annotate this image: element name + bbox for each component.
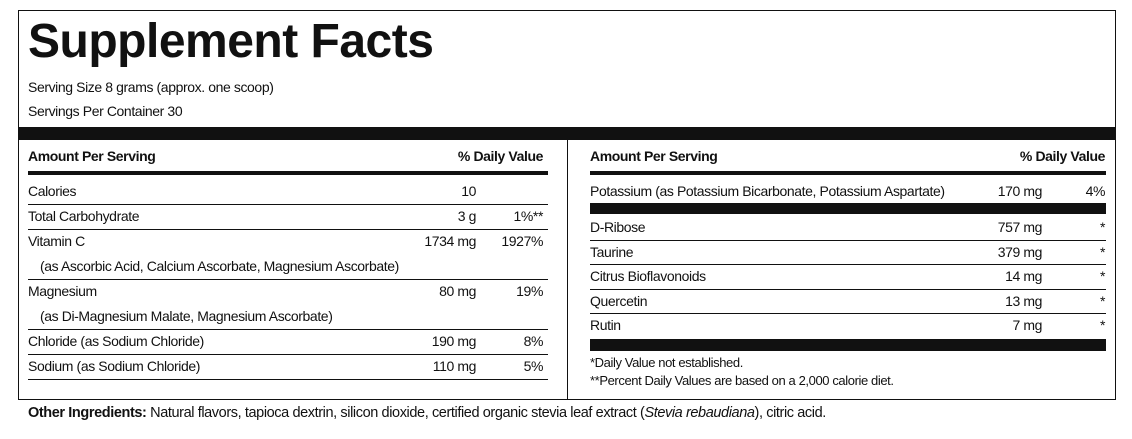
row-rule — [28, 379, 548, 380]
row-rule — [590, 264, 1106, 265]
column-header: % Daily Value — [457, 148, 543, 164]
thick-bar — [590, 338, 1106, 351]
nutrient-amount: 110 mg — [432, 358, 477, 374]
nutrient-name: Quercetin — [590, 292, 648, 309]
column-header: % Daily Value — [1019, 148, 1105, 164]
nutrient-detail: (as Ascorbic Acid, Calcium Ascorbate, Ma… — [40, 258, 399, 274]
daily-value: * — [1099, 219, 1105, 235]
nutrient-name: Citrus Bioflavonoids — [590, 268, 706, 284]
nutrient-name: Magnesium — [28, 283, 97, 299]
nutrient-name: Taurine — [590, 243, 634, 260]
thick-bar — [18, 127, 1116, 140]
thick-bar — [590, 203, 1106, 214]
other-ingredients-italic: Stevia rebaudiana — [644, 405, 755, 421]
row-rule — [590, 313, 1106, 314]
row-rule — [590, 239, 1106, 241]
row-rule — [28, 329, 548, 330]
servings-per-container: Servings Per Container 30 — [28, 103, 183, 119]
footnote: *Daily Value not established. — [590, 354, 743, 370]
header-rule — [590, 171, 1106, 175]
nutrient-amount: 190 mg — [431, 333, 477, 349]
column-divider — [567, 140, 568, 400]
daily-value: * — [1099, 292, 1105, 309]
nutrient-amount: 14 mg — [1005, 268, 1042, 284]
nutrient-amount: 379 mg — [997, 243, 1043, 260]
daily-value: 5% — [523, 358, 544, 374]
row-rule — [28, 229, 548, 230]
footnote: **Percent Daily Values are based on a 2,… — [590, 372, 894, 388]
nutrient-amount: 10 — [461, 183, 476, 199]
nutrient-name: Rutin — [590, 317, 621, 333]
nutrient-name: Sodium (as Sodium Chloride) — [28, 358, 201, 374]
row-rule — [28, 204, 548, 205]
nutrient-name: Total Carbohydrate — [28, 208, 140, 224]
nutrient-amount: 80 mg — [439, 283, 476, 299]
title: Supplement Facts — [28, 15, 434, 68]
row-rule — [28, 354, 548, 355]
nutrient-amount: 7 mg — [1012, 317, 1042, 333]
nutrient-amount: 170 mg — [997, 183, 1043, 199]
row-rule — [590, 288, 1106, 290]
daily-value: 1927% — [501, 233, 543, 249]
nutrient-name: Potassium (as Potassium Bicarbonate, Pot… — [590, 183, 945, 199]
nutrient-name: Chloride (as Sodium Chloride) — [28, 333, 204, 349]
daily-value: 8% — [523, 333, 544, 349]
serving-size: Serving Size 8 grams (approx. one scoop) — [28, 79, 274, 95]
daily-value: * — [1099, 243, 1105, 260]
nutrient-name: D-Ribose — [590, 219, 646, 235]
column-header: Amount Per Serving — [590, 148, 718, 164]
other-ingredients-end: ), citric acid. — [754, 405, 827, 421]
column-header: Amount Per Serving — [28, 148, 156, 164]
nutrient-amount: 3 g — [457, 208, 477, 224]
nutrient-name: Calories — [28, 183, 77, 199]
other-ingredients-text: Natural flavors, tapioca dextrin, silico… — [150, 405, 645, 421]
row-rule — [28, 279, 548, 280]
nutrient-detail: (as Di-Magnesium Malate, Magnesium Ascor… — [40, 308, 333, 324]
daily-value: * — [1099, 317, 1105, 333]
other-ingredients-label: Other Ingredients: — [28, 405, 147, 421]
daily-value: 1%** — [513, 208, 543, 224]
daily-value: * — [1099, 268, 1105, 284]
nutrient-amount: 13 mg — [1005, 292, 1042, 309]
daily-value: 4% — [1085, 183, 1106, 199]
other-ingredients: Other Ingredients: Natural flavors, tapi… — [28, 404, 826, 422]
nutrient-amount: 757 mg — [997, 219, 1043, 235]
nutrient-amount: 1734 mg — [424, 233, 476, 249]
header-rule — [28, 171, 548, 175]
nutrient-name: Vitamin C — [28, 233, 85, 249]
daily-value: 19% — [516, 283, 543, 299]
